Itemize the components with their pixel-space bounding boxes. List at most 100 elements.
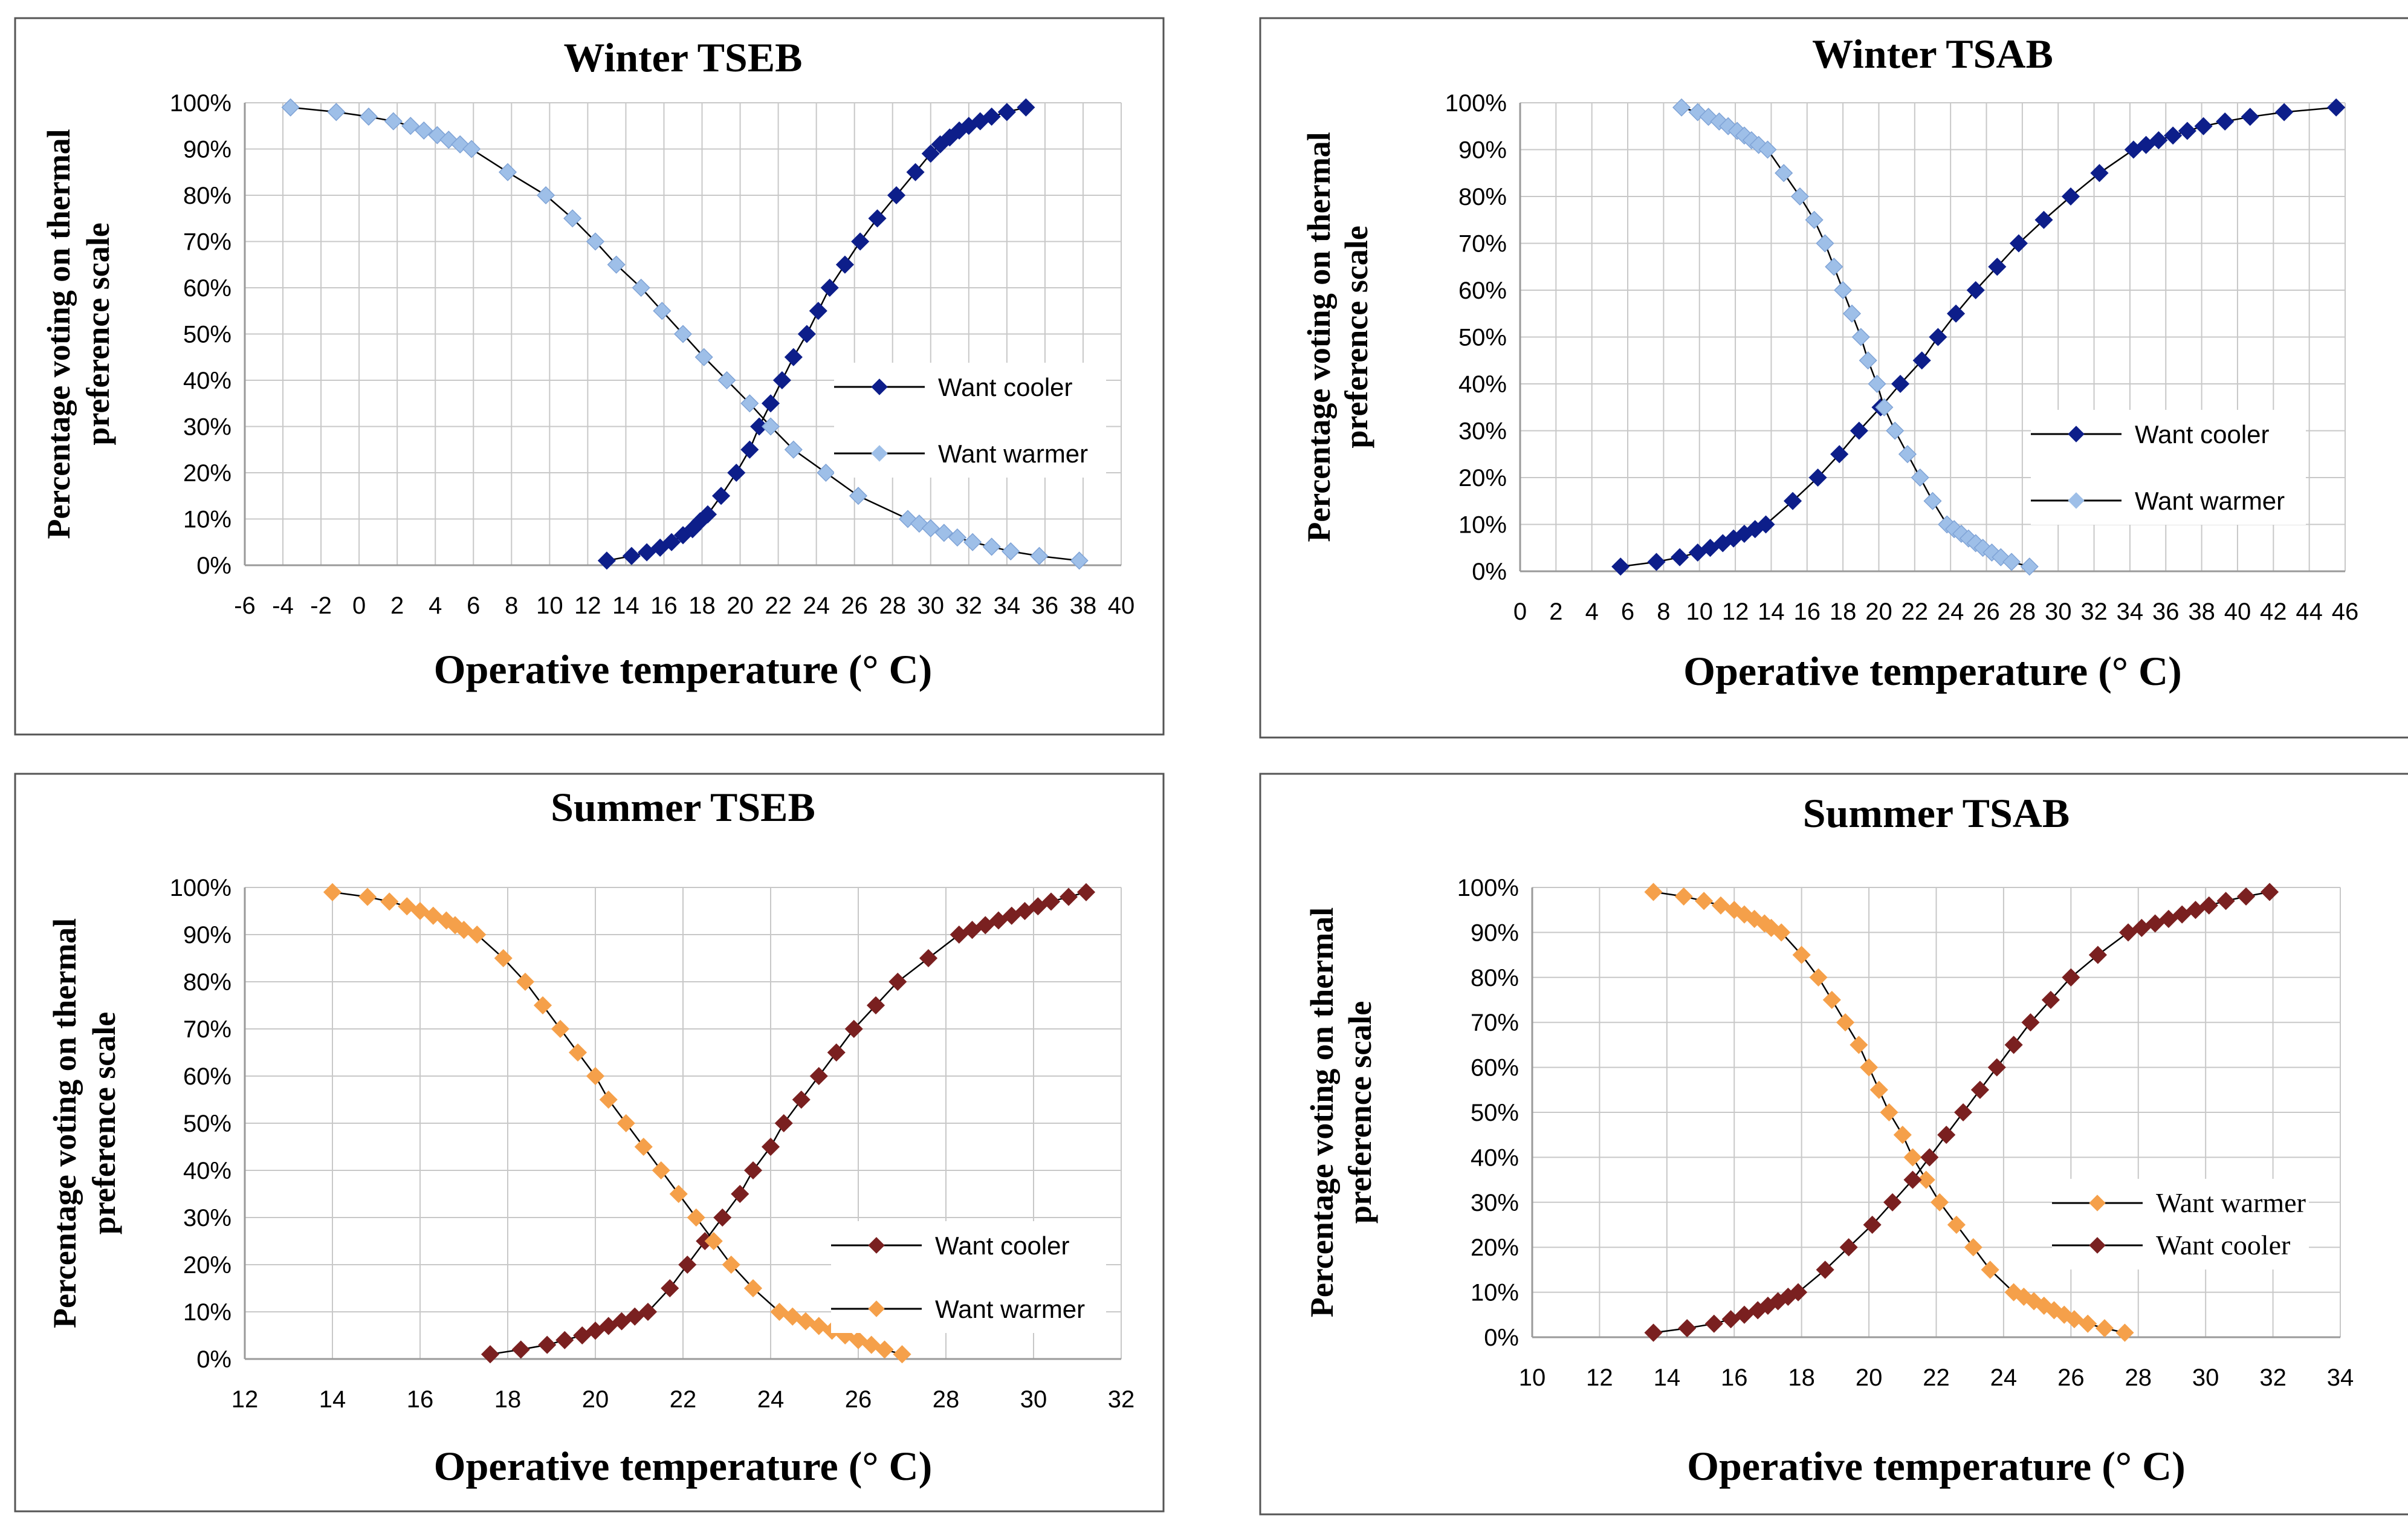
data-point	[1758, 140, 1777, 159]
y-tick-label: 90%	[1458, 137, 1507, 164]
data-point	[424, 906, 442, 925]
x-tick-label: 20	[582, 1386, 609, 1413]
data-point	[711, 487, 731, 505]
data-point	[1647, 553, 1666, 571]
y-axis-label-line-1: Percentage voting on thermal	[47, 918, 83, 1328]
data-point	[2194, 117, 2213, 135]
y-tick-label: 60%	[183, 275, 231, 302]
data-point	[797, 325, 816, 343]
x-tick-label: 8	[1657, 598, 1670, 625]
x-tick-label: 38	[1070, 592, 1097, 619]
x-tick-label: 16	[1721, 1364, 1748, 1391]
data-point	[1704, 1314, 1723, 1333]
data-point	[586, 1066, 605, 1086]
data-point	[1883, 1193, 1902, 1211]
data-point	[2178, 122, 2196, 140]
x-tick-label: 40	[2224, 598, 2251, 625]
data-point	[731, 1184, 749, 1204]
data-point	[468, 925, 487, 944]
chart-frame	[1259, 17, 2408, 739]
x-tick-label: 38	[2188, 598, 2215, 625]
data-point	[1671, 548, 1689, 566]
data-point	[669, 1184, 688, 1204]
data-point	[1842, 304, 1862, 323]
data-point	[906, 163, 925, 181]
data-point	[563, 209, 582, 228]
data-point	[638, 1302, 658, 1322]
data-point	[622, 546, 641, 565]
data-point	[2020, 557, 2039, 576]
chart-title: Winter TSEB	[564, 34, 803, 80]
data-point	[1816, 1260, 1834, 1279]
data-point	[1790, 187, 1809, 206]
legend-label: Want cooler	[2135, 420, 2270, 449]
data-point	[963, 921, 982, 939]
legend-swatch-marker	[2089, 1195, 2106, 1211]
data-point	[516, 972, 535, 991]
data-point	[384, 112, 403, 131]
data-point	[2088, 945, 2107, 964]
data-point	[976, 916, 995, 935]
y-tick-label: 20%	[1458, 465, 1507, 491]
data-point	[1893, 1126, 1912, 1144]
data-point	[281, 98, 300, 117]
data-point	[1880, 1103, 1898, 1122]
legend-swatch-marker	[2089, 1237, 2106, 1254]
y-tick-label: 50%	[183, 322, 231, 348]
data-point	[783, 1307, 802, 1326]
data-point	[1964, 1238, 1982, 1257]
data-point	[1792, 945, 1811, 964]
y-axis-label-line-1: Percentage voting on thermal	[1301, 132, 1337, 542]
data-point	[1923, 491, 1942, 510]
y-tick-label: 10%	[183, 1299, 231, 1326]
y-tick-label: 80%	[1471, 965, 1519, 991]
data-point	[323, 883, 342, 901]
data-point	[586, 232, 605, 251]
data-point	[2079, 1314, 2097, 1333]
y-tick-label: 30%	[183, 1205, 231, 1231]
chart-panel-2: 0 2 4 6 8 10 12 14 16 18 20 22 24 26 28 30 32 34 36 38 40 42 4…	[1259, 17, 2408, 739]
data-point	[1076, 883, 1096, 901]
data-point	[849, 1331, 868, 1349]
y-tick-label: 10%	[1458, 512, 1507, 539]
data-point	[662, 533, 681, 551]
y-tick-label: 10%	[183, 507, 231, 533]
x-tick-label: -6	[234, 592, 256, 619]
data-point	[498, 163, 517, 181]
data-point	[607, 255, 626, 274]
data-point	[1903, 1170, 1922, 1189]
data-point	[761, 394, 780, 413]
x-tick-label: 36	[2152, 598, 2180, 625]
data-point	[1805, 210, 1824, 229]
y-axis-label-line-2: preference scale	[86, 1012, 122, 1234]
data-point	[1987, 1058, 2006, 1077]
chart-panel-3: 12 14 16 18 20 22 24 26 28 30 32 0% 10% 20% 30% 40% 50% 6…	[14, 773, 1165, 1513]
data-point	[2149, 131, 2168, 150]
x-tick-label: 14	[1758, 598, 1785, 625]
data-point	[704, 1231, 723, 1251]
data-point	[713, 1208, 732, 1227]
data-point	[1954, 1103, 1973, 1122]
x-axis-label: Operative temperature (° C)	[1683, 648, 2182, 694]
data-point	[1886, 421, 1905, 440]
y-tick-label: 80%	[1458, 184, 1507, 210]
data-point	[934, 524, 953, 542]
data-point	[982, 537, 1001, 556]
data-point	[634, 1137, 653, 1156]
x-tick-label: 18	[1788, 1364, 1815, 1391]
data-point	[809, 302, 827, 320]
y-axis-label-line-2: preference scale	[1342, 1001, 1378, 1224]
y-tick-label: 90%	[183, 922, 231, 949]
data-point	[743, 1161, 763, 1180]
data-point	[1860, 1058, 1879, 1077]
x-tick-label: 22	[670, 1386, 697, 1413]
data-point	[2236, 887, 2256, 906]
data-point	[1839, 1238, 1858, 1257]
data-point	[551, 1019, 570, 1039]
y-tick-label: 90%	[1471, 919, 1519, 946]
y-tick-label: 100%	[170, 875, 231, 901]
data-point	[1863, 1215, 1882, 1234]
data-point	[1970, 1080, 1989, 1099]
y-tick-label: 60%	[1458, 277, 1507, 304]
